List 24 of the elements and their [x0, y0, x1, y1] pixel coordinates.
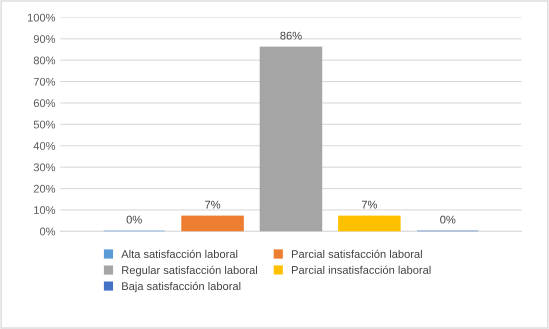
data-label: 0% — [126, 216, 142, 224]
y-tick-label: 30% — [34, 163, 56, 172]
data-label: 7% — [205, 200, 220, 209]
y-tick-label: 10% — [34, 206, 56, 214]
data-label: 7% — [362, 200, 377, 209]
bar — [338, 216, 401, 232]
y-tick-label: 90% — [34, 35, 56, 43]
y-tick-label: 60% — [34, 99, 56, 108]
y-tick-label: 70% — [34, 78, 56, 86]
bar — [181, 216, 244, 232]
y-tick-label: 40% — [34, 142, 56, 150]
legend-label: Alta satisfacción laboral — [121, 250, 238, 258]
y-tick-label: 100% — [28, 14, 56, 22]
legend-label: Parcial insatisfacción laboral — [292, 266, 431, 274]
y-tick-label: 0% — [40, 228, 56, 236]
legend-label: Parcial satisfacción laboral — [292, 250, 422, 258]
data-label: 0% — [440, 216, 456, 224]
bar — [260, 46, 322, 232]
y-tick-label: 50% — [34, 120, 56, 128]
legend-label: Baja satisfacción laboral — [122, 282, 240, 292]
y-tick-label: 80% — [34, 56, 56, 64]
legend-label: Regular satisfacción laboral — [122, 266, 257, 276]
y-tick-label: 20% — [34, 184, 56, 193]
data-label: 86% — [280, 32, 302, 40]
